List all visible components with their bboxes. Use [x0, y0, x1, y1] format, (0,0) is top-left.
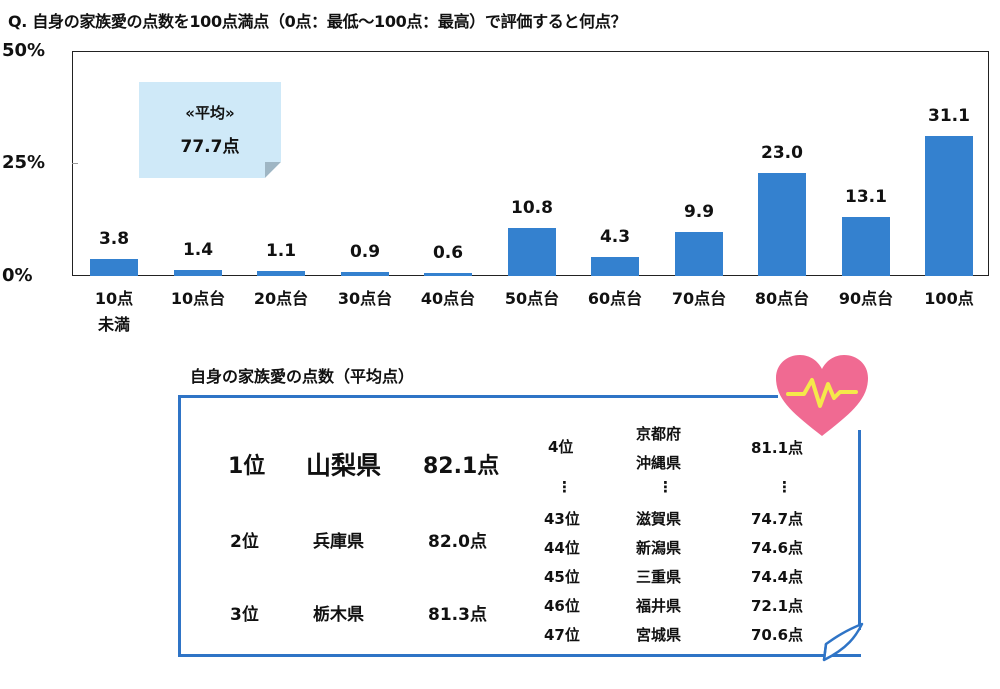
value-label: 13.1: [845, 187, 887, 207]
rank-3-score: 81.3点: [428, 605, 487, 625]
bar-10-under: [90, 259, 138, 276]
ellipsis: ⋮: [658, 478, 673, 496]
ellipsis: ⋮: [777, 478, 792, 496]
bar-20s: [257, 271, 305, 276]
page-curl-icon: [822, 622, 864, 662]
value-label: 0.9: [349, 242, 381, 262]
x-label: 10点台: [170, 289, 226, 308]
y-tick-25: 25%: [2, 152, 46, 173]
bar-70s: [675, 232, 723, 276]
bar-10s: [174, 270, 222, 276]
value-label: 9.9: [683, 202, 715, 222]
y-tick-50: 50%: [2, 40, 46, 61]
rank-3-prefecture: 栃木県: [313, 605, 364, 625]
rank-46-prefecture: 福井県: [636, 597, 682, 615]
rank-46-score: 72.1点: [751, 597, 804, 615]
ranking-title: 自身の家族愛の点数（平均点）: [190, 367, 415, 386]
bar-100: [925, 136, 973, 276]
rank-4-prefecture-1: 京都府: [636, 425, 682, 443]
x-label: 50点台: [504, 289, 560, 308]
rank-1-prefecture: 山梨県: [306, 451, 382, 480]
rank-3-position: 3位: [230, 605, 259, 625]
rank-44-position: 44位: [544, 539, 580, 557]
average-label: «平均»: [185, 104, 235, 122]
rank-44-prefecture: 新潟県: [636, 539, 682, 557]
bar-80s: [758, 173, 806, 276]
value-label: 23.0: [761, 143, 803, 163]
bar-40s: [424, 273, 472, 276]
rank-43-position: 43位: [544, 510, 580, 528]
value-label: 1.4: [182, 240, 214, 260]
y-tick-mark-25: [72, 163, 78, 164]
rank-47-position: 47位: [544, 626, 580, 644]
x-label-line1: 10点: [94, 289, 134, 308]
bar-60s: [591, 257, 639, 276]
x-label: 20点台: [253, 289, 309, 308]
value-label: 31.1: [928, 106, 970, 126]
y-tick-0: 0%: [2, 265, 33, 286]
rank-4-prefecture-2: 沖縄県: [636, 454, 682, 472]
ranking-box-right-edge: [858, 430, 861, 630]
value-label: 4.3: [599, 227, 631, 247]
rank-1-score: 82.1点: [423, 454, 500, 479]
rank-45-prefecture: 三重県: [636, 568, 682, 586]
chart-title: Q. 自身の家族愛の点数を100点満点（0点：最低～100点：最高）で評価すると…: [8, 12, 627, 31]
rank-2-position: 2位: [230, 532, 259, 552]
rank-2-prefecture: 兵庫県: [313, 532, 364, 552]
rank-1-position: 1位: [228, 454, 266, 479]
ellipsis: ⋮: [557, 478, 572, 496]
bar-50s: [508, 228, 556, 276]
rank-45-score: 74.4点: [751, 568, 804, 586]
rank-43-score: 74.7点: [751, 510, 804, 528]
value-label: 0.6: [432, 243, 464, 263]
heart-with-heartbeat-icon: [776, 355, 868, 436]
bar-30s: [341, 272, 389, 276]
x-label: 90点台: [838, 289, 894, 308]
x-label: 100点: [924, 289, 974, 308]
value-label: 1.1: [265, 241, 297, 261]
x-label: 30点台: [337, 289, 393, 308]
rank-4-score: 81.1点: [751, 439, 804, 457]
value-label: 3.8: [98, 229, 130, 249]
x-label-line2: 未満: [97, 315, 130, 334]
x-label: 70点台: [671, 289, 727, 308]
average-value: 77.7点: [180, 137, 240, 157]
folded-corner-cut: [265, 162, 281, 178]
rank-4-position: 4位: [548, 438, 574, 456]
value-label: 10.8: [511, 198, 553, 218]
rank-47-score: 70.6点: [751, 626, 804, 644]
average-callout: «平均» 77.7点: [139, 82, 281, 178]
rank-45-position: 45位: [544, 568, 580, 586]
rank-44-score: 74.6点: [751, 539, 804, 557]
x-label: 10点 未満: [72, 286, 156, 338]
rank-43-prefecture: 滋賀県: [636, 510, 682, 528]
x-label: 60点台: [587, 289, 643, 308]
x-label: 80点台: [754, 289, 810, 308]
rank-47-prefecture: 宮城県: [636, 626, 682, 644]
rank-2-score: 82.0点: [428, 532, 487, 552]
bar-90s: [842, 217, 890, 276]
rank-46-position: 46位: [544, 597, 580, 615]
ranking-box: [178, 395, 861, 657]
x-label: 40点台: [420, 289, 476, 308]
